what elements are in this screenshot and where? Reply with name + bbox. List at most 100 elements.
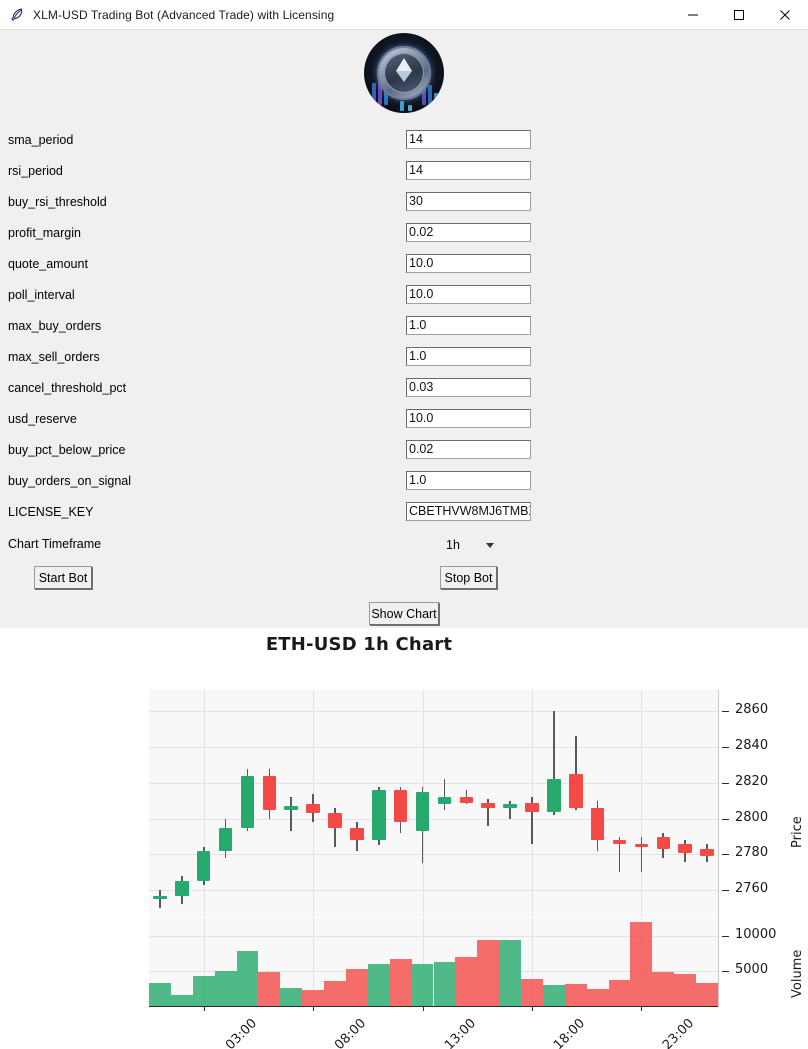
y-axis-line	[718, 690, 719, 1006]
candle-bullish	[372, 790, 386, 841]
stop-bot-button[interactable]: Stop Bot	[440, 566, 497, 589]
candle-wick	[487, 799, 489, 826]
field-input-license_key[interactable]: CBETHVW8MJ6TMBXLH	[406, 502, 531, 521]
candle-bullish	[175, 881, 189, 896]
field-label-quote_amount: quote_amount	[8, 257, 88, 271]
field-input-quote_amount[interactable]: 10.0	[406, 254, 531, 273]
minimize-button[interactable]	[670, 1, 716, 29]
price-tick-mark	[722, 854, 729, 855]
feather-icon	[9, 7, 25, 23]
volume-bar-bearish	[564, 984, 587, 1006]
volume-bar-bullish	[542, 984, 565, 1006]
candle-wick	[159, 890, 161, 909]
chart-timeframe-select[interactable]: 1h	[440, 535, 500, 555]
field-label-rsi_period: rsi_period	[8, 164, 63, 178]
field-input-max_sell_orders[interactable]: 1.0	[406, 347, 531, 366]
volume-bar-bearish	[389, 958, 412, 1006]
close-button[interactable]	[762, 1, 808, 29]
time-gridline	[423, 918, 424, 1006]
volume-bar-bullish	[433, 962, 456, 1006]
volume-bar-bearish	[477, 939, 500, 1006]
title-bar: XLM-USD Trading Bot (Advanced Trade) wit…	[0, 0, 808, 30]
volume-bar-bearish	[324, 980, 346, 1006]
candle-bullish	[284, 806, 299, 810]
candle-bearish	[328, 813, 342, 828]
volume-bar-bullish	[280, 987, 303, 1006]
volume-bar-bullish	[236, 951, 259, 1006]
price-plot-area	[149, 690, 718, 917]
volume-bar-bullish	[170, 994, 193, 1006]
volume-bar-bullish	[411, 964, 434, 1006]
candle-wick	[531, 797, 533, 844]
time-tick-label: 08:00	[331, 1016, 370, 1049]
volume-axis-label: Volume	[790, 949, 805, 998]
chart-timeframe-label: Chart Timeframe	[8, 537, 102, 551]
candle-wick	[574, 736, 577, 810]
field-input-usd_reserve[interactable]: 10.0	[406, 409, 531, 428]
time-tick-label: 23:00	[659, 1016, 698, 1049]
field-input-sma_period[interactable]: 14	[406, 130, 531, 149]
price-tick-label: 2780	[735, 845, 769, 861]
volume-bar-bearish	[302, 989, 325, 1006]
field-label-profit_margin: profit_margin	[8, 226, 81, 240]
field-input-buy_orders_on_signal[interactable]: 1.0	[406, 471, 531, 490]
field-input-buy_rsi_threshold[interactable]: 30	[406, 192, 531, 211]
start-bot-button[interactable]: Start Bot	[34, 566, 92, 589]
candle-wick	[618, 836, 621, 873]
price-tick-mark	[722, 819, 729, 820]
time-gridline	[204, 918, 205, 1006]
coin-ring	[377, 46, 431, 100]
maximize-button[interactable]	[716, 1, 762, 29]
time-tick-label: 13:00	[441, 1016, 480, 1049]
field-label-sma_period: sma_period	[8, 133, 74, 147]
field-label-buy_pct_below_price: buy_pct_below_price	[8, 443, 126, 457]
field-input-max_buy_orders[interactable]: 1.0	[406, 316, 531, 335]
time-tick-mark	[641, 1007, 642, 1011]
candle-bearish	[481, 802, 495, 808]
ethereum-coin-logo	[364, 33, 444, 113]
show-chart-button[interactable]: Show Chart	[369, 602, 439, 625]
time-tick-mark	[313, 1007, 314, 1011]
candle-wick	[640, 836, 643, 873]
price-gridline	[149, 854, 718, 855]
volume-tick-mark	[722, 971, 729, 972]
price-gridline	[149, 783, 718, 784]
x-axis-line	[149, 1006, 718, 1007]
field-input-buy_pct_below_price[interactable]: 0.02	[406, 440, 531, 459]
volume-bar-bearish	[674, 974, 697, 1006]
volume-bar-bullish	[214, 970, 237, 1006]
candle-bullish	[218, 827, 233, 851]
field-input-profit_margin[interactable]: 0.02	[406, 223, 531, 242]
candle-bearish	[612, 840, 627, 844]
candle-bullish	[437, 797, 452, 805]
field-input-poll_interval[interactable]: 10.0	[406, 285, 531, 304]
field-label-buy_orders_on_signal: buy_orders_on_signal	[8, 474, 132, 488]
candle-bullish	[415, 791, 430, 832]
window-title: XLM-USD Trading Bot (Advanced Trade) wit…	[33, 7, 335, 22]
field-label-max_buy_orders: max_buy_orders	[8, 319, 102, 333]
time-tick-mark	[423, 1007, 424, 1011]
field-input-cancel_threshold_pct[interactable]: 0.03	[406, 378, 531, 397]
time-gridline	[641, 690, 642, 917]
volume-bar-bearish	[652, 971, 675, 1006]
candle-bearish	[306, 804, 320, 814]
price-tick-mark	[722, 747, 729, 748]
time-tick-mark	[204, 1007, 205, 1011]
time-tick-label: 18:00	[550, 1016, 589, 1049]
chart-timeframe-value: 1h	[446, 538, 460, 552]
chevron-down-icon	[486, 543, 494, 548]
volume-tick-mark	[722, 936, 729, 937]
candle-bullish	[153, 895, 167, 900]
volume-bar-bearish	[586, 989, 609, 1006]
price-tick-mark	[722, 711, 729, 712]
volume-gridline	[149, 936, 718, 937]
coin-face	[384, 53, 424, 93]
time-gridline	[532, 918, 533, 1006]
price-tick-label: 2800	[735, 809, 769, 825]
field-label-buy_rsi_threshold: buy_rsi_threshold	[8, 195, 107, 209]
volume-bar-bearish	[258, 972, 281, 1006]
volume-bar-bullish	[367, 963, 390, 1006]
candle-bearish	[459, 797, 474, 803]
field-input-rsi_period[interactable]: 14	[406, 161, 531, 180]
